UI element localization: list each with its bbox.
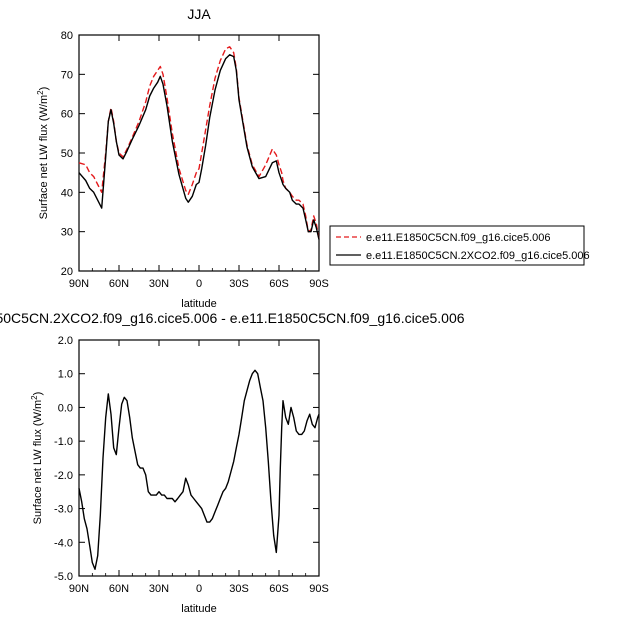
top-x-axis-label: latitude: [181, 298, 216, 310]
top-x-tick-label: 0: [196, 278, 202, 290]
top-series-line-0: [78, 46, 320, 240]
top-x-tick-label: 60N: [109, 278, 129, 290]
bottom-y-axis-label: Surface net LW flux (W/m2): [30, 392, 45, 525]
top-x-tick-label: 90S: [309, 278, 329, 290]
top-x-tick-label: 90N: [69, 278, 89, 290]
bottom-y-tick-label: 1.0: [58, 369, 73, 381]
top-plot-frame: [78, 34, 320, 272]
bottom-y-tick-label: -4.0: [54, 537, 73, 549]
legend-label-control: e.e11.E1850C5CN.f09_g16.cice5.006: [366, 232, 551, 244]
bottom-y-tick-label: -2.0: [54, 470, 73, 482]
bottom-x-tick-label: 90N: [69, 583, 89, 595]
bottom-chart: 50C5CN.2XCO2.f09_g16.cice5.006 - e.e11.E…: [0, 310, 465, 615]
legend: e.e11.E1850C5CN.f09_g16.cice5.006 e.e11.…: [329, 225, 590, 266]
bottom-y-tick-label: -1.0: [54, 436, 73, 448]
bottom-chart-title: 50C5CN.2XCO2.f09_g16.cice5.006 - e.e11.E…: [0, 310, 465, 326]
top-y-tick-label: 20: [61, 266, 73, 278]
top-y-axis-label: Surface net LW flux (W/m2): [36, 87, 51, 220]
top-x-tick-label: 30S: [229, 278, 249, 290]
bottom-x-tick-label: 90S: [309, 583, 329, 595]
legend-label-2xco2: e.e11.E1850C5CN.2XCO2.f09_g16.cice5.006: [366, 250, 590, 262]
bottom-y-tick-label: -5.0: [54, 571, 73, 583]
bottom-x-tick-label: 60S: [269, 583, 289, 595]
bottom-y-tick-label: 0.0: [58, 402, 73, 414]
top-y-tick-label: 60: [61, 109, 73, 121]
bottom-plot-frame: [78, 339, 320, 577]
top-y-tick-label: 70: [61, 69, 73, 81]
bottom-x-tick-label: 30S: [229, 583, 249, 595]
bottom-y-tick-label: 2.0: [58, 335, 73, 347]
top-chart-title: JJA: [187, 6, 211, 22]
bottom-y-tick-label: -3.0: [54, 504, 73, 516]
top-y-tick-label: 80: [61, 30, 73, 42]
bottom-x-tick-label: 0: [196, 583, 202, 595]
top-chart: JJA 90N 60N 30N 0 30S 60S 90S 20 30 40 50 60 70 80 la…: [36, 6, 329, 310]
legend-box: [329, 225, 585, 266]
top-y-tick-label: 40: [61, 187, 73, 199]
bottom-x-axis-label: latitude: [181, 603, 216, 615]
top-x-tick-label: 60S: [269, 278, 289, 290]
bottom-axis-ticks: 90N 60N 30N 0 30S 60S 90S 2.0 1.0 0.0 -1.0 -2.0 -3.0…: [54, 335, 329, 595]
top-series: [78, 46, 320, 240]
bottom-x-tick-label: 60N: [109, 583, 129, 595]
top-x-tick-label: 30N: [149, 278, 169, 290]
top-series-line-1: [78, 54, 320, 240]
top-axis-ticks: 90N 60N 30N 0 30S 60S 90S 20 30 40 50 60 70 80: [61, 30, 329, 290]
bottom-series-line-0: [78, 369, 320, 570]
bottom-x-tick-label: 30N: [149, 583, 169, 595]
top-y-tick-label: 30: [61, 227, 73, 239]
bottom-series: [78, 369, 320, 570]
top-y-tick-label: 50: [61, 148, 73, 160]
